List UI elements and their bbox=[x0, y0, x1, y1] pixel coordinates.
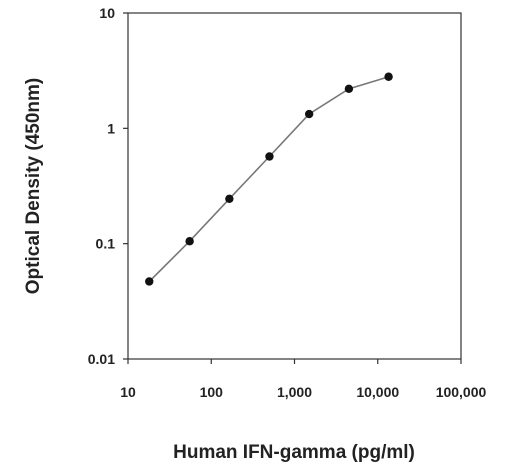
y-tick-label: 0.01 bbox=[88, 351, 115, 367]
y-tick-label: 0.1 bbox=[96, 236, 116, 252]
y-axis-title: Optical Density (450nm) bbox=[23, 78, 44, 294]
y-tick-label: 10 bbox=[99, 5, 115, 21]
data-point bbox=[304, 109, 314, 119]
x-tick-label: 100,000 bbox=[436, 384, 487, 400]
data-point bbox=[265, 152, 274, 161]
x-axis-ticks: 10 100 1,000 10,000 100,000 bbox=[120, 359, 487, 400]
y-tick-label: 1 bbox=[107, 120, 115, 136]
series-line bbox=[148, 76, 389, 283]
data-point bbox=[384, 72, 393, 81]
x-tick-label: 1,000 bbox=[277, 384, 312, 400]
data-point bbox=[145, 277, 154, 286]
x-axis-title: Human IFN-gamma (pg/ml) bbox=[173, 442, 415, 463]
x-tick-label: 100 bbox=[200, 384, 224, 400]
data-point bbox=[225, 194, 234, 203]
series-layer bbox=[145, 72, 393, 286]
data-point bbox=[344, 84, 354, 94]
plot-area bbox=[127, 12, 462, 360]
y-axis-ticks: 0.01 0.1 1 10 bbox=[88, 5, 128, 367]
data-point bbox=[185, 237, 194, 246]
x-tick-label: 10,000 bbox=[356, 384, 399, 400]
x-tick-label: 10 bbox=[120, 384, 136, 400]
